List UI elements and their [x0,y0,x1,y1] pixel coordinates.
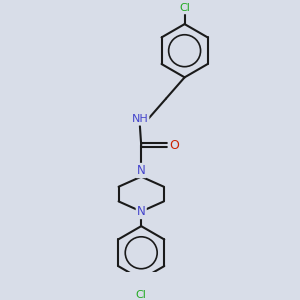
Text: O: O [169,139,179,152]
Text: Cl: Cl [179,3,190,13]
Text: NH: NH [131,114,148,124]
Text: N: N [137,205,146,218]
Text: Cl: Cl [136,290,147,300]
Text: N: N [137,164,146,177]
